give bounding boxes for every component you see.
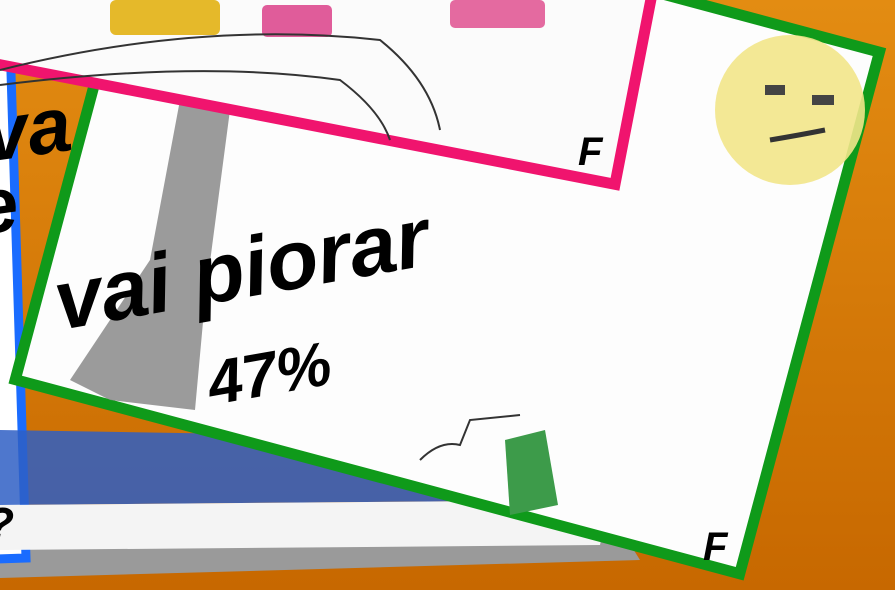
car-drawing [450, 0, 545, 28]
hand-drawing [419, 414, 521, 461]
paper-edge [0, 500, 610, 550]
road-drawing [0, 70, 391, 141]
back-card-text: va [0, 79, 76, 178]
back-card-mark: ? [0, 498, 14, 550]
tree-drawing [70, 100, 230, 410]
top-card-mark: F [578, 130, 604, 174]
top-card-frame [0, 0, 698, 191]
sun-drawing [715, 35, 865, 185]
car-drawing [262, 5, 332, 37]
car-drawing [110, 0, 220, 35]
top-card: F [0, 0, 698, 191]
sun-mouth [769, 127, 826, 143]
front-card-mark: F [703, 525, 729, 569]
sun-eye [765, 85, 785, 95]
back-card-frame [0, 35, 31, 564]
bin-drawing [505, 430, 558, 515]
road-drawing [0, 33, 441, 131]
sun-eye [812, 95, 834, 105]
